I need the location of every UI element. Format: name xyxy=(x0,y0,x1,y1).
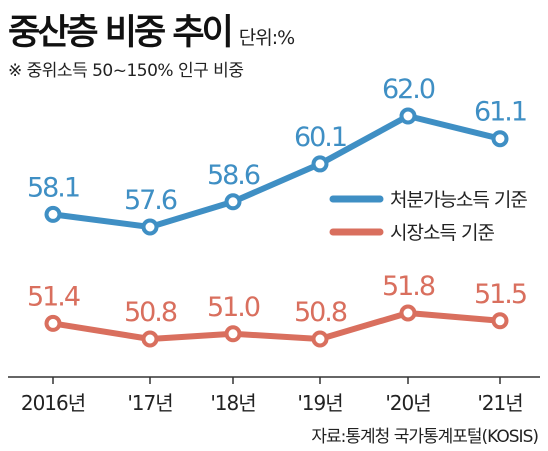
data-label: 58.1 xyxy=(27,172,79,203)
data-point xyxy=(224,325,242,343)
data-label: 58.6 xyxy=(207,160,260,191)
unit-label: 단위:% xyxy=(238,27,295,49)
data-label: 60.1 xyxy=(294,122,346,153)
x-tick-label: '18년 xyxy=(210,391,255,415)
x-tick-label: '21년 xyxy=(477,391,522,415)
title-row: 중산층 비중 추이 단위:% xyxy=(8,4,295,55)
data-label: 50.8 xyxy=(124,297,177,328)
data-labels: 58.1 57.6 58.6 60.1 62.0 61.1 51.4 50.8 51.0 50.8… xyxy=(27,74,528,328)
data-point xyxy=(141,218,159,236)
data-point xyxy=(491,312,509,330)
data-label: 51.8 xyxy=(382,271,435,302)
data-point xyxy=(399,304,417,322)
data-point xyxy=(44,205,62,223)
x-axis-ticks: 2016년 '17년 '18년 '19년 '20년 '21년 xyxy=(21,377,524,415)
x-tick-label: '20년 xyxy=(385,391,430,415)
data-point xyxy=(311,330,329,348)
data-point xyxy=(311,155,329,173)
x-tick-label: '19년 xyxy=(297,391,342,415)
x-tick-label: '17년 xyxy=(127,391,172,415)
legend-label: 시장소득 기준 xyxy=(390,222,494,244)
data-point xyxy=(224,193,242,211)
data-points xyxy=(44,107,509,348)
data-point xyxy=(141,330,159,348)
chart-subtitle: ※ 중위소득 50~150% 인구 비중 xyxy=(8,61,244,81)
series-line-1 xyxy=(50,113,503,230)
series-lines xyxy=(50,113,503,342)
data-label: 51.5 xyxy=(474,279,526,310)
series-line-2 xyxy=(50,310,503,342)
data-point xyxy=(491,130,509,148)
data-label: 51.0 xyxy=(207,292,260,323)
data-label: 51.4 xyxy=(27,281,80,312)
legend-label: 처분가능소득 기준 xyxy=(390,189,527,211)
chart-title: 중산층 비중 추이 xyxy=(8,13,234,53)
data-label: 57.6 xyxy=(124,185,177,216)
data-label: 50.8 xyxy=(294,297,347,328)
data-label: 61.1 xyxy=(474,97,526,128)
x-tick-label: 2016년 xyxy=(21,391,85,415)
data-point xyxy=(399,107,417,125)
source-note: 자료:통계청 국가통계포털(KOSIS) xyxy=(311,427,539,447)
data-point xyxy=(44,314,62,332)
data-label: 62.0 xyxy=(382,74,435,105)
